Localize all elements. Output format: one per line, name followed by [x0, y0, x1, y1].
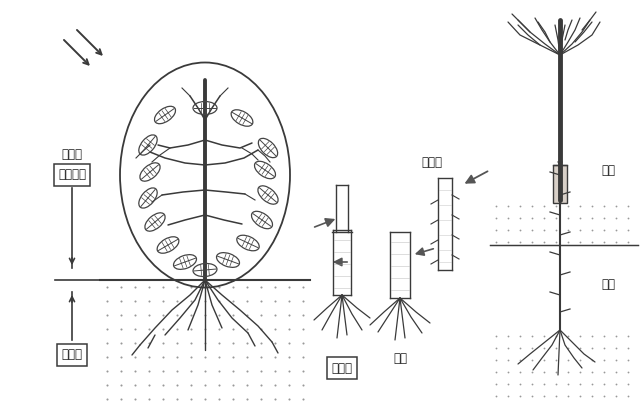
Text: 同化物質: 同化物質: [58, 169, 86, 182]
Text: 台木: 台木: [601, 279, 615, 292]
FancyBboxPatch shape: [553, 165, 567, 203]
Text: 接ぎ穂: 接ぎ穂: [422, 157, 442, 169]
Text: 光合成: 光合成: [61, 148, 83, 162]
Text: 接ぎ木: 接ぎ木: [332, 362, 353, 375]
Text: 台木: 台木: [393, 351, 407, 364]
Text: 母樹: 母樹: [601, 164, 615, 177]
Text: 養水分: 養水分: [61, 348, 83, 362]
